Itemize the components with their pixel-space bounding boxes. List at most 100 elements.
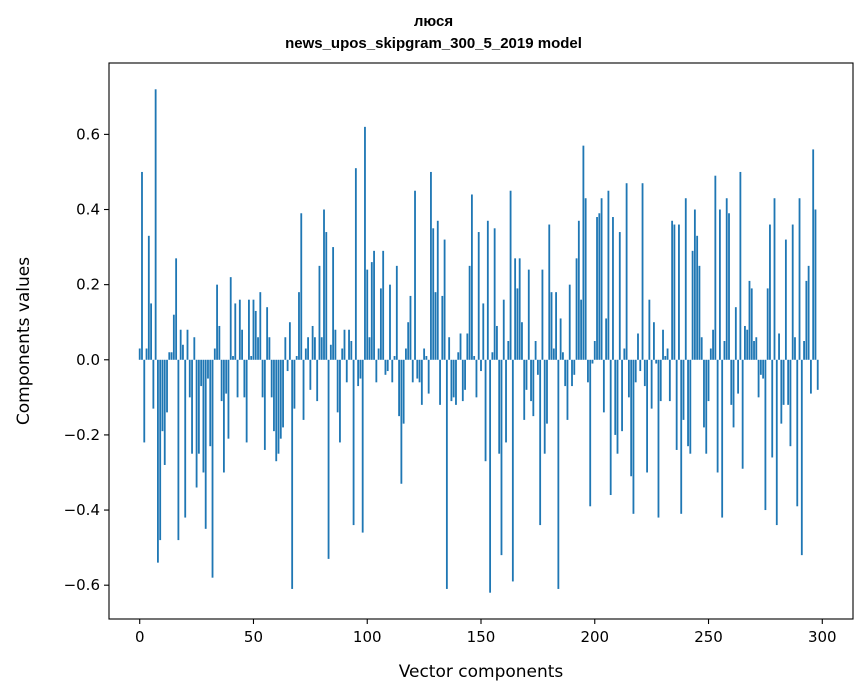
bar-233 bbox=[668, 359, 671, 402]
bar-232 bbox=[666, 348, 669, 360]
bar-67 bbox=[291, 359, 294, 589]
bar-177 bbox=[541, 269, 544, 360]
bar-57 bbox=[268, 337, 271, 360]
bar-44 bbox=[238, 299, 241, 360]
bar-207 bbox=[609, 359, 612, 496]
bar-11 bbox=[163, 359, 166, 465]
bar-213 bbox=[623, 348, 626, 360]
bar-0 bbox=[138, 348, 141, 360]
bar-269 bbox=[750, 288, 753, 360]
y-tick-label: 0.6 bbox=[76, 125, 100, 143]
bar-154 bbox=[489, 359, 492, 593]
bar-4 bbox=[147, 235, 150, 360]
bar-42 bbox=[234, 303, 237, 360]
bar-121 bbox=[414, 190, 416, 360]
bar-64 bbox=[284, 337, 287, 360]
bar-174 bbox=[534, 341, 537, 360]
plot-frame bbox=[108, 62, 854, 620]
bar-150 bbox=[480, 359, 482, 372]
bar-153 bbox=[486, 220, 489, 360]
bar-119 bbox=[409, 295, 412, 360]
bar-2 bbox=[143, 359, 146, 443]
x-tick-label: 150 bbox=[467, 628, 496, 646]
bar-212 bbox=[621, 359, 623, 432]
bar-113 bbox=[395, 265, 398, 360]
x-axis: 0 50 100 150 200 250 300 bbox=[135, 619, 837, 646]
bar-256 bbox=[721, 359, 724, 518]
bar-118 bbox=[407, 322, 410, 360]
bar-38 bbox=[225, 359, 228, 394]
bar-225 bbox=[650, 359, 653, 409]
bar-168 bbox=[521, 322, 523, 360]
x-tick-label: 100 bbox=[353, 628, 382, 646]
bar-214 bbox=[625, 183, 628, 360]
bar-115 bbox=[400, 359, 403, 484]
y-axis: −0.6 −0.4 −0.2 0.0 0.2 0.4 0.6 bbox=[64, 125, 109, 594]
bar-3 bbox=[145, 348, 148, 360]
bar-123 bbox=[418, 359, 421, 383]
bar-277 bbox=[769, 224, 771, 360]
bar-32 bbox=[211, 359, 214, 578]
bar-43 bbox=[236, 359, 239, 398]
bar-128 bbox=[430, 171, 432, 360]
bar-288 bbox=[794, 337, 796, 360]
bar-189 bbox=[568, 284, 571, 360]
bar-268 bbox=[748, 280, 751, 360]
bar-16 bbox=[175, 258, 178, 360]
bar-173 bbox=[532, 359, 535, 417]
bar-129 bbox=[432, 228, 435, 360]
chart-title: люся bbox=[413, 13, 454, 30]
bar-140 bbox=[457, 352, 460, 360]
bar-211 bbox=[618, 232, 621, 360]
bar-31 bbox=[209, 359, 212, 447]
bar-203 bbox=[600, 198, 603, 360]
bar-111 bbox=[391, 359, 394, 383]
bar-124 bbox=[420, 359, 423, 405]
bar-201 bbox=[596, 217, 598, 360]
bar-238 bbox=[680, 359, 683, 514]
bar-200 bbox=[593, 341, 596, 360]
bar-134 bbox=[443, 239, 446, 360]
bar-240 bbox=[684, 198, 687, 360]
bar-234 bbox=[671, 220, 674, 360]
bar-55 bbox=[263, 359, 266, 450]
x-tick-label: 200 bbox=[580, 628, 609, 646]
bar-60 bbox=[275, 359, 278, 462]
bar-172 bbox=[530, 359, 532, 402]
bar-25 bbox=[195, 359, 198, 488]
bar-58 bbox=[270, 359, 273, 398]
bar-28 bbox=[202, 359, 205, 473]
bar-63 bbox=[282, 359, 284, 428]
bar-215 bbox=[627, 359, 630, 398]
bar-130 bbox=[434, 292, 437, 360]
bar-291 bbox=[800, 359, 803, 556]
bar-14 bbox=[170, 352, 173, 360]
bar-78 bbox=[316, 359, 319, 402]
bar-15 bbox=[172, 314, 175, 360]
bar-136 bbox=[448, 337, 451, 360]
bar-258 bbox=[725, 198, 728, 360]
bar-169 bbox=[523, 359, 526, 420]
bar-23 bbox=[191, 359, 193, 454]
bar-216 bbox=[630, 359, 633, 477]
bar-287 bbox=[791, 224, 794, 360]
bar-158 bbox=[498, 359, 501, 454]
bar-159 bbox=[500, 359, 503, 556]
bar-175 bbox=[536, 359, 539, 375]
bar-281 bbox=[778, 333, 780, 360]
bar-33 bbox=[213, 348, 216, 360]
bar-73 bbox=[304, 348, 307, 360]
bar-161 bbox=[505, 359, 507, 443]
bar-261 bbox=[732, 359, 735, 428]
bar-19 bbox=[182, 344, 184, 360]
bar-98 bbox=[361, 359, 364, 533]
bar-259 bbox=[728, 213, 730, 360]
bar-34 bbox=[216, 284, 218, 360]
bar-235 bbox=[673, 224, 676, 360]
y-tick-label: −0.4 bbox=[64, 501, 100, 519]
bar-280 bbox=[775, 359, 778, 526]
bar-46 bbox=[243, 359, 246, 398]
bar-152 bbox=[484, 359, 487, 462]
bar-49 bbox=[250, 356, 253, 360]
